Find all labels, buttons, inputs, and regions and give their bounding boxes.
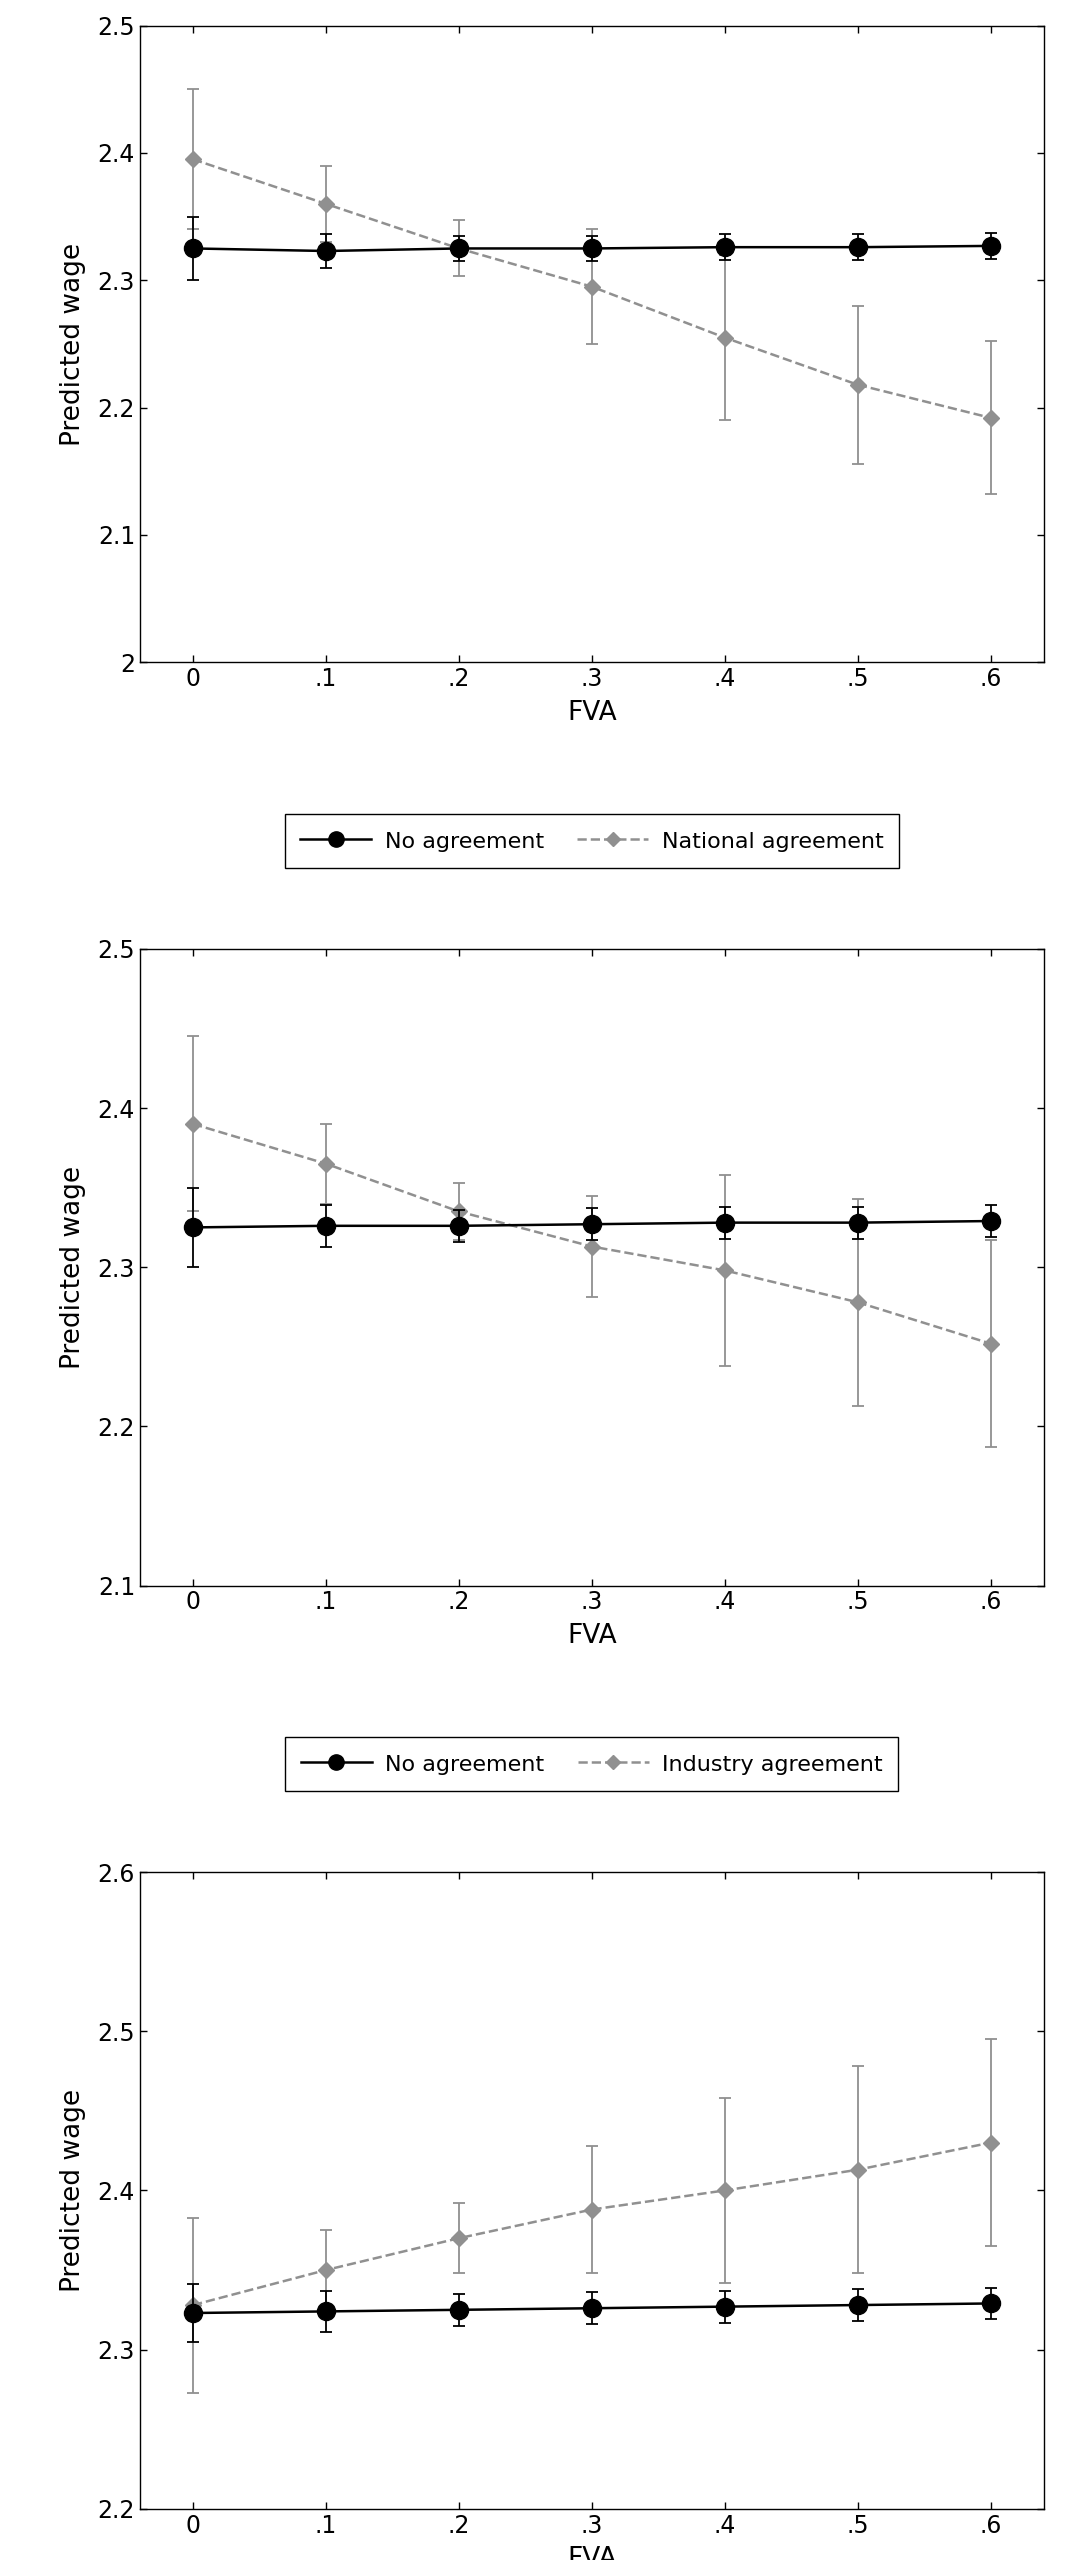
Y-axis label: Predicted wage: Predicted wage xyxy=(60,1165,86,1370)
Y-axis label: Predicted wage: Predicted wage xyxy=(60,243,86,445)
Legend: No agreement, National agreement: No agreement, National agreement xyxy=(285,814,898,868)
Y-axis label: Predicted wage: Predicted wage xyxy=(60,2089,86,2291)
Legend: No agreement, Industry agreement: No agreement, Industry agreement xyxy=(285,1736,898,1792)
X-axis label: FVA: FVA xyxy=(567,699,617,724)
X-axis label: FVA: FVA xyxy=(567,1623,617,1649)
X-axis label: FVA: FVA xyxy=(567,2547,617,2560)
